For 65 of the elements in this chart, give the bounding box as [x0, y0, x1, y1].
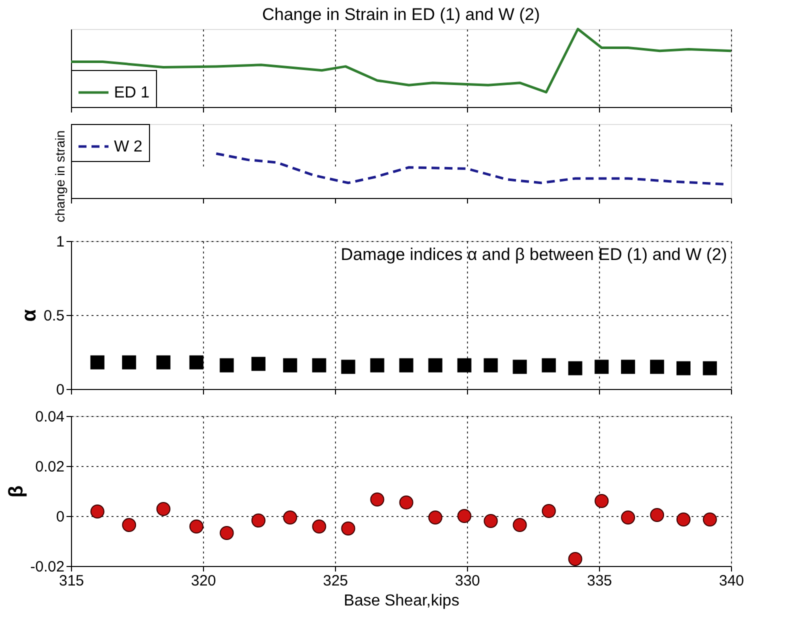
legend-label: ED 1 — [114, 84, 150, 102]
point — [370, 358, 384, 372]
point — [650, 508, 664, 522]
point — [512, 518, 527, 532]
x-tick-label: 340 — [718, 572, 744, 590]
y-axis-title: α — [18, 308, 41, 322]
point — [621, 510, 636, 525]
point — [594, 360, 609, 374]
point — [122, 518, 136, 532]
point — [156, 355, 170, 370]
point — [156, 502, 170, 516]
x-tick-label: 335 — [586, 572, 612, 590]
x-tick-label: 320 — [190, 572, 216, 590]
point — [370, 492, 384, 507]
point — [594, 494, 609, 508]
point — [283, 510, 298, 525]
point — [399, 358, 414, 372]
chart-title: Change in Strain in ED (1) and W (2) — [262, 4, 540, 24]
point — [542, 358, 556, 372]
point — [122, 355, 136, 370]
point — [251, 513, 266, 528]
x-tick-label: 315 — [58, 572, 84, 590]
x-axis-title: Base Shear,kips — [344, 592, 460, 610]
y-tick-label: 0.02 — [35, 458, 64, 476]
y-tick-label: 0.04 — [35, 408, 64, 426]
point — [457, 508, 472, 524]
point — [702, 512, 717, 527]
point — [312, 519, 326, 534]
point — [220, 358, 234, 372]
point — [312, 358, 326, 372]
point — [457, 358, 472, 372]
point — [542, 504, 556, 518]
point — [283, 358, 298, 372]
point — [189, 519, 204, 534]
y-axis-title: β — [5, 485, 28, 498]
point — [650, 360, 664, 374]
legend-label: W 2 — [114, 138, 143, 156]
point — [676, 361, 690, 376]
point — [702, 361, 717, 376]
point — [399, 495, 414, 510]
point — [428, 510, 442, 525]
point — [512, 360, 527, 374]
y-tick-label: 0 — [56, 382, 64, 398]
point — [568, 552, 582, 566]
x-tick-label: 330 — [454, 572, 480, 590]
y-tick-label: -0.02 — [30, 558, 64, 576]
point — [90, 355, 104, 370]
point — [341, 360, 356, 374]
point — [484, 514, 498, 528]
point — [220, 526, 234, 540]
point — [568, 361, 582, 376]
y-tick-label: 0 — [56, 508, 64, 526]
point — [676, 512, 690, 527]
point — [428, 358, 442, 372]
y-tick-label: 1 — [56, 234, 64, 250]
point — [90, 504, 104, 519]
point — [341, 521, 356, 536]
point — [621, 360, 636, 374]
y-tick-label: 0.5 — [44, 308, 64, 324]
y-axis-title: change in strain — [52, 130, 68, 222]
point — [189, 355, 204, 370]
point — [484, 358, 498, 372]
annotation: Damage indices α and β between ED (1) and W (2) — [340, 245, 727, 264]
point — [251, 356, 266, 371]
x-tick-label: 325 — [322, 572, 348, 590]
